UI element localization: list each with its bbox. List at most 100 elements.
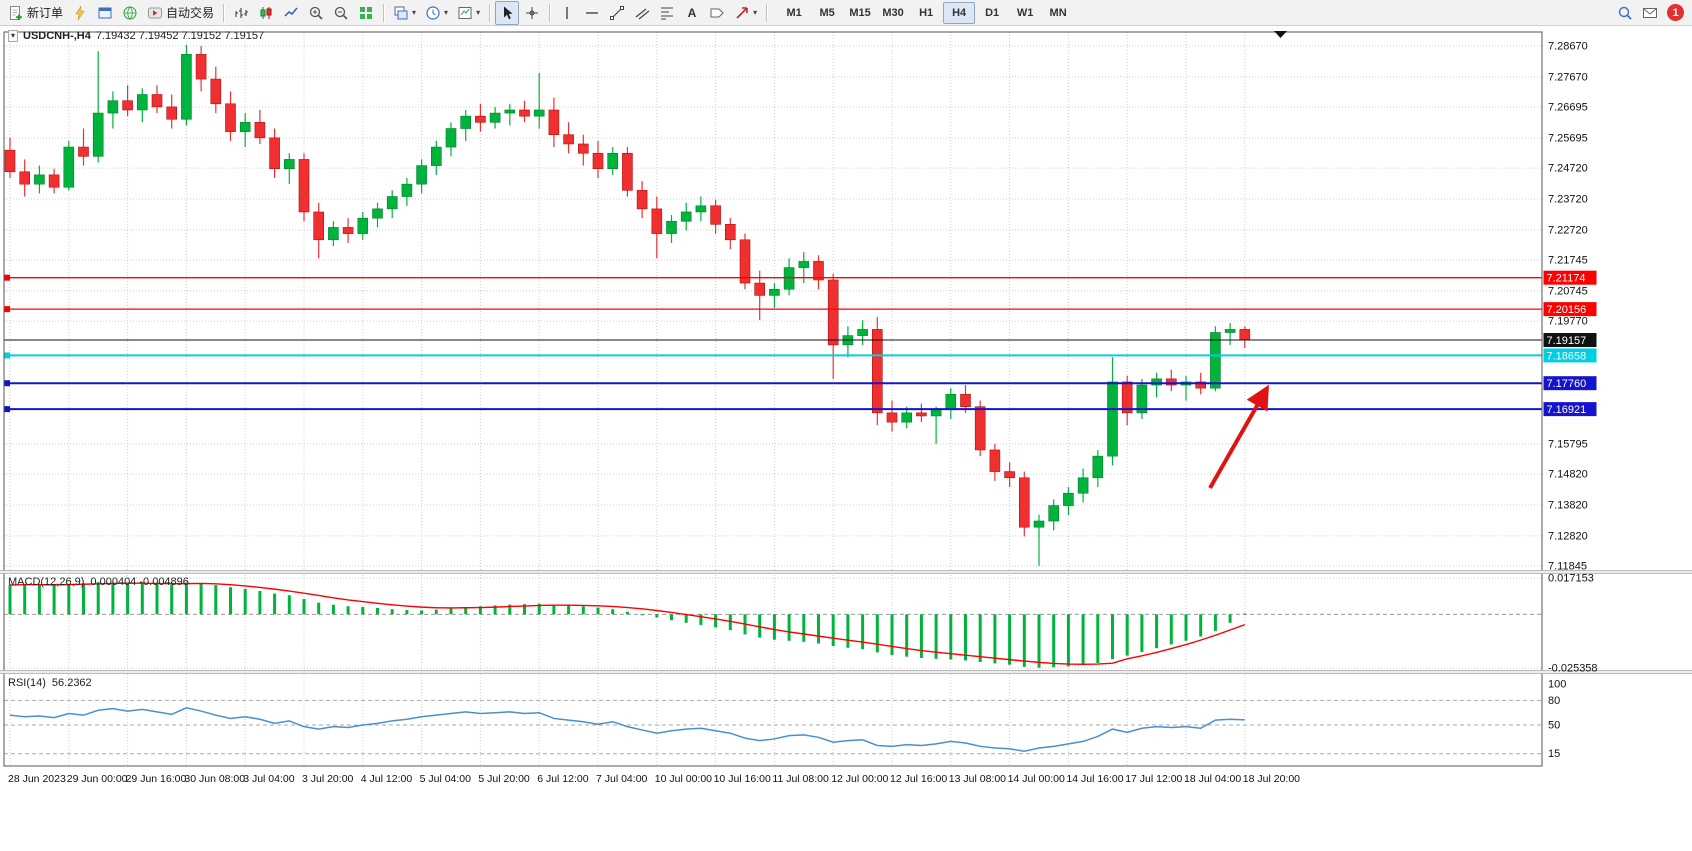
timeframe-button-mn[interactable]: MN	[1049, 6, 1067, 19]
timeframe-button-h1[interactable]: H1	[919, 6, 934, 19]
svg-text:29 Jun 16:00: 29 Jun 16:00	[126, 773, 187, 785]
timeframe-button-d1[interactable]: D1	[985, 6, 1000, 19]
chevron-down-icon: ▾	[444, 7, 449, 17]
svg-text:7.13820: 7.13820	[1548, 499, 1588, 511]
auto-trading-icon	[147, 5, 163, 21]
timeframe-button-h4[interactable]: H4	[943, 1, 976, 24]
cursor-icon	[499, 5, 515, 21]
svg-text:7.28670: 7.28670	[1548, 41, 1588, 53]
chart-line-button[interactable]	[279, 1, 303, 25]
svg-text:-0.025358: -0.025358	[1548, 663, 1598, 675]
svg-text:10 Jul 00:00: 10 Jul 00:00	[655, 773, 712, 785]
zoom-in-button[interactable]	[304, 1, 328, 25]
horizontal-line-button[interactable]	[580, 1, 604, 25]
terminal-button[interactable]	[93, 1, 117, 25]
arrows-tool-button[interactable]: ▾	[730, 1, 761, 25]
clock-icon	[425, 5, 441, 21]
crosshair-button[interactable]	[520, 1, 544, 25]
chevron-down-icon: ▾	[753, 7, 758, 17]
trendline-icon	[609, 5, 625, 21]
cursor-button[interactable]	[495, 0, 520, 25]
svg-text:28 Jun 2023: 28 Jun 2023	[8, 773, 66, 785]
mailbox-button[interactable]	[1638, 1, 1662, 25]
new-order-button[interactable]: 新订单	[4, 1, 67, 25]
svg-text:7.19770: 7.19770	[1548, 316, 1588, 328]
notification-badge[interactable]: 1	[1667, 4, 1684, 21]
tile-windows-button[interactable]	[354, 1, 378, 25]
svg-text:50: 50	[1548, 720, 1560, 732]
macd-name: MACD(12,26,9)	[8, 576, 85, 588]
chart-bars-button[interactable]	[229, 1, 253, 25]
auto-trading-button[interactable]: 自动交易	[143, 1, 218, 25]
fibonacci-button[interactable]	[655, 1, 679, 25]
svg-text:7.21745: 7.21745	[1548, 255, 1588, 267]
svg-text:100: 100	[1548, 679, 1566, 691]
search-icon	[1617, 5, 1633, 21]
indicators-dropdown-button[interactable]: ▾	[389, 1, 420, 25]
toolbar-separator	[489, 3, 491, 22]
auto-trading-label: 自动交易	[166, 6, 215, 20]
chevron-down-icon: ▾	[412, 7, 417, 17]
svg-text:7.15795: 7.15795	[1548, 438, 1588, 450]
svg-text:A: A	[688, 6, 697, 20]
svg-text:7.23720: 7.23720	[1548, 193, 1588, 205]
svg-text:10 Jul 16:00: 10 Jul 16:00	[714, 773, 771, 785]
quick-trade-button[interactable]	[68, 1, 92, 25]
timeframe-button-m1[interactable]: M1	[786, 6, 802, 19]
svg-text:7.19157: 7.19157	[1547, 335, 1587, 347]
toolbar-separator	[549, 3, 551, 22]
toolbar-separator	[223, 3, 225, 22]
symbol-period-label: USDCNH-,H4	[23, 30, 91, 42]
new-order-label: 新订单	[27, 6, 64, 20]
svg-text:5 Jul 20:00: 5 Jul 20:00	[478, 773, 530, 785]
svg-text:12 Jul 00:00: 12 Jul 00:00	[831, 773, 888, 785]
chart-candles-button[interactable]	[254, 1, 278, 25]
svg-text:7.12820: 7.12820	[1548, 530, 1588, 542]
vertical-line-button[interactable]	[555, 1, 579, 25]
channel-button[interactable]	[630, 1, 654, 25]
community-button[interactable]	[118, 1, 142, 25]
crosshair-icon	[524, 5, 540, 21]
zoom-out-button[interactable]	[329, 1, 353, 25]
svg-text:7.26695: 7.26695	[1548, 102, 1588, 114]
svg-text:0.017153: 0.017153	[1548, 573, 1594, 585]
period-dropdown-button[interactable]: ▾	[421, 1, 452, 25]
fibonacci-icon	[659, 5, 675, 21]
timeframe-group: M1 M5 M15 M30 H1 H4 D1 W1 MN	[778, 1, 1074, 24]
template-dropdown-button[interactable]: ▾	[453, 1, 484, 25]
arrow-object-icon	[734, 5, 750, 21]
text-icon: A	[684, 5, 700, 21]
trendline-button[interactable]	[605, 1, 629, 25]
search-button[interactable]	[1613, 1, 1637, 25]
tile-windows-icon	[358, 5, 374, 21]
svg-text:7 Jul 04:00: 7 Jul 04:00	[596, 773, 648, 785]
label-tool-button[interactable]	[705, 1, 729, 25]
collapse-icon[interactable]: ▾	[8, 30, 19, 42]
timeframe-button-w1[interactable]: W1	[1016, 6, 1034, 19]
main-toolbar: 新订单 自动交易	[0, 0, 1692, 26]
svg-text:7.27670: 7.27670	[1548, 71, 1588, 83]
svg-text:7.25695: 7.25695	[1548, 132, 1588, 144]
svg-text:80: 80	[1548, 695, 1560, 707]
ohlc-quote-label: 7.19432 7.19452 7.19152 7.19157	[95, 30, 265, 42]
svg-text:3 Jul 20:00: 3 Jul 20:00	[302, 773, 354, 785]
channel-icon	[634, 5, 650, 21]
svg-text:13 Jul 08:00: 13 Jul 08:00	[949, 773, 1006, 785]
timeframe-button-m15[interactable]: M15	[849, 6, 871, 19]
rsi-name: RSI(14)	[8, 677, 46, 689]
svg-text:7.24720: 7.24720	[1548, 163, 1588, 175]
svg-text:7.21174: 7.21174	[1547, 273, 1586, 285]
svg-text:18 Jul 20:00: 18 Jul 20:00	[1243, 773, 1300, 785]
svg-text:17 Jul 12:00: 17 Jul 12:00	[1125, 773, 1182, 785]
text-tool-button[interactable]: A	[680, 1, 704, 25]
timeframe-button-m30[interactable]: M30	[882, 6, 904, 19]
timeframe-button-m5[interactable]: M5	[819, 6, 835, 19]
label-icon	[709, 5, 725, 21]
horizontal-line-icon	[584, 5, 600, 21]
chevron-down-icon: ▾	[476, 7, 481, 17]
svg-text:7.22720: 7.22720	[1548, 224, 1588, 236]
svg-text:7.17760: 7.17760	[1547, 378, 1587, 390]
toolbar-separator	[383, 3, 385, 22]
svg-text:7.20156: 7.20156	[1547, 304, 1587, 316]
